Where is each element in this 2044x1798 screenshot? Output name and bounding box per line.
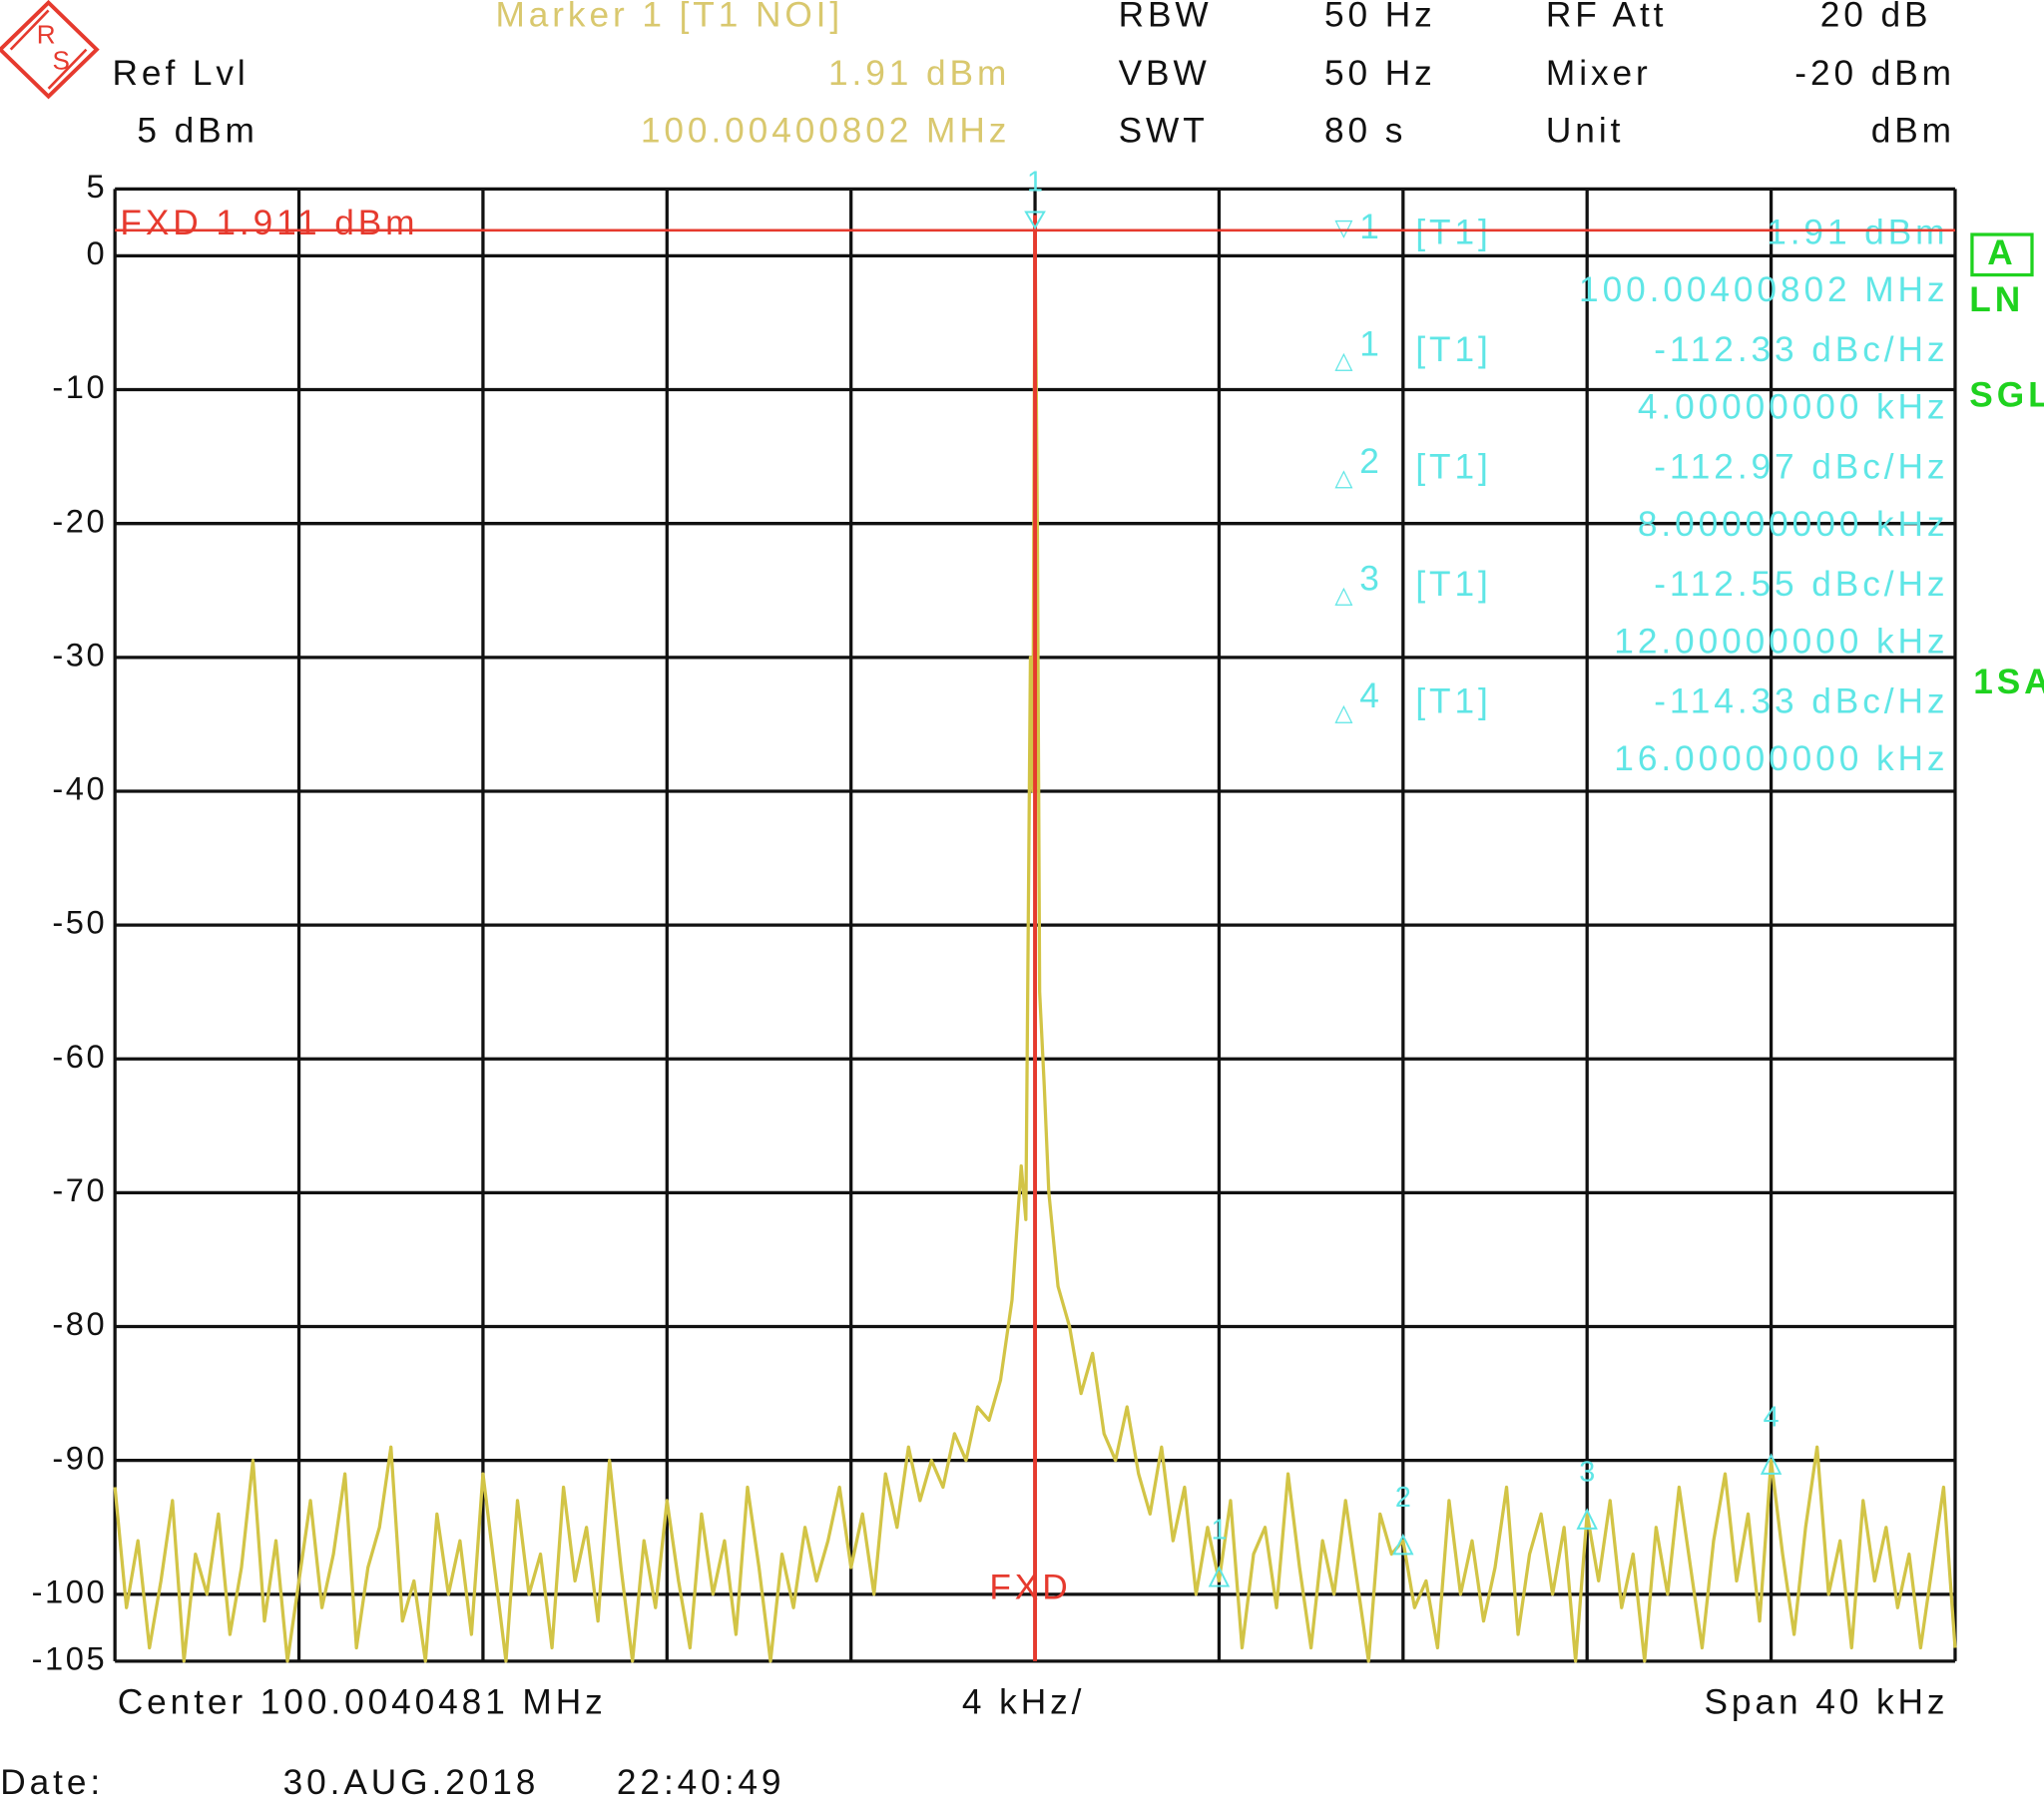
y-tick-label: -60 — [52, 1038, 107, 1075]
div-label: 4 kHz/ — [962, 1682, 1085, 1721]
logo-r: R — [37, 19, 60, 49]
att-value: 20 dB — [1820, 0, 1932, 34]
sa-label: 1SA — [1973, 663, 2044, 701]
marker-number: 4 — [1359, 676, 1383, 715]
vbw-value: 50 Hz — [1324, 54, 1436, 93]
marker-freq: 16.00000000 kHz — [1614, 739, 1948, 778]
marker-trace: [T1] — [1415, 213, 1491, 251]
marker-symbol: ▽ — [1334, 215, 1353, 240]
marker-trace: [T1] — [1415, 447, 1491, 486]
marker-level: 1.91 dBm — [828, 54, 1010, 93]
marker-trace: [T1] — [1415, 565, 1491, 604]
marker-symbol: △ — [1334, 347, 1353, 373]
date: 30.AUG.2018 — [283, 1763, 540, 1798]
y-tick-label: -10 — [52, 368, 107, 405]
y-tick-label: 5 — [87, 168, 108, 205]
mode-label: A — [1987, 233, 2016, 272]
y-tick-label: -90 — [52, 1439, 107, 1476]
unit-label: Unit — [1546, 112, 1624, 151]
marker-freq: 12.00000000 kHz — [1614, 622, 1948, 661]
logo-s: S — [52, 46, 73, 76]
marker-freq: 8.00000000 kHz — [1638, 505, 1949, 544]
y-tick-label: -80 — [52, 1305, 107, 1342]
marker-number: 1 — [1359, 325, 1383, 364]
marker-value: -112.97 dBc/Hz — [1654, 447, 1948, 486]
trace-marker-label: 4 — [1764, 1402, 1780, 1434]
rbw-label: RBW — [1119, 0, 1213, 34]
trace-marker-label: 1 — [1027, 166, 1043, 198]
marker-number: 3 — [1359, 560, 1383, 599]
y-tick-label: -40 — [52, 770, 107, 807]
trace-marker — [1760, 1453, 1783, 1475]
marker-symbol: △ — [1334, 699, 1353, 725]
fxd-label: FXD 1.911 dBm — [120, 204, 418, 242]
marker-symbol: △ — [1334, 582, 1353, 608]
marker-number: 2 — [1359, 442, 1383, 481]
date-label: Date: — [0, 1763, 104, 1798]
marker-value: -114.33 dBc/Hz — [1654, 681, 1948, 720]
marker-value: -112.55 dBc/Hz — [1654, 565, 1948, 604]
marker-trace: [T1] — [1415, 330, 1491, 369]
unit-value: dBm — [1871, 112, 1955, 151]
trace-marker — [1024, 211, 1046, 230]
vbw-label: VBW — [1119, 54, 1211, 93]
marker-freq: 4.00000000 kHz — [1638, 387, 1949, 426]
trace-marker-label: 1 — [1211, 1514, 1227, 1546]
marker-freq: 100.00400802 MHz — [641, 112, 1010, 151]
y-tick-label: -30 — [52, 636, 107, 673]
trace-marker — [1208, 1566, 1231, 1587]
mixer-label: Mixer — [1546, 54, 1652, 93]
time: 22:40:49 — [617, 1763, 785, 1798]
ref-value: 5 dBm — [137, 112, 257, 151]
marker-trace: [T1] — [1415, 681, 1491, 720]
sgl-label: SGL — [1969, 376, 2044, 415]
marker-freq: 100.00400802 MHz — [1579, 270, 1948, 309]
ref-label: Ref Lvl — [113, 54, 250, 93]
marker-value: 1.91 dBm — [1767, 213, 1948, 251]
ln-label: LN — [1969, 280, 2024, 319]
y-tick-label: -70 — [52, 1171, 107, 1208]
trace-marker — [1576, 1508, 1598, 1530]
span-label: Span 40 kHz — [1704, 1682, 1948, 1721]
trace-marker — [1392, 1533, 1414, 1556]
marker-symbol: △ — [1334, 465, 1353, 491]
marker-value: -112.33 dBc/Hz — [1654, 330, 1948, 369]
y-tick-label: -105 — [32, 1640, 108, 1677]
att-label: RF Att — [1546, 0, 1667, 34]
trace-marker-label: 2 — [1395, 1482, 1411, 1514]
swt-value: 80 s — [1324, 112, 1406, 151]
swt-label: SWT — [1119, 112, 1209, 151]
y-tick-label: -20 — [52, 502, 107, 539]
center-freq: Center 100.0040481 MHz — [118, 1682, 607, 1721]
fxd-marker-label: FXD — [989, 1568, 1071, 1606]
marker-title: Marker 1 [T1 NOI] — [495, 0, 843, 34]
marker-number: 1 — [1359, 208, 1383, 246]
trace-marker-label: 3 — [1579, 1457, 1595, 1489]
y-tick-label: -50 — [52, 904, 107, 941]
rbw-value: 50 Hz — [1324, 0, 1436, 34]
y-tick-label: 0 — [87, 234, 108, 271]
mixer-value: -20 dBm — [1794, 54, 1955, 93]
logo: R S — [0, 0, 100, 100]
y-tick-label: -100 — [32, 1573, 108, 1609]
mode-box — [1970, 232, 2034, 277]
